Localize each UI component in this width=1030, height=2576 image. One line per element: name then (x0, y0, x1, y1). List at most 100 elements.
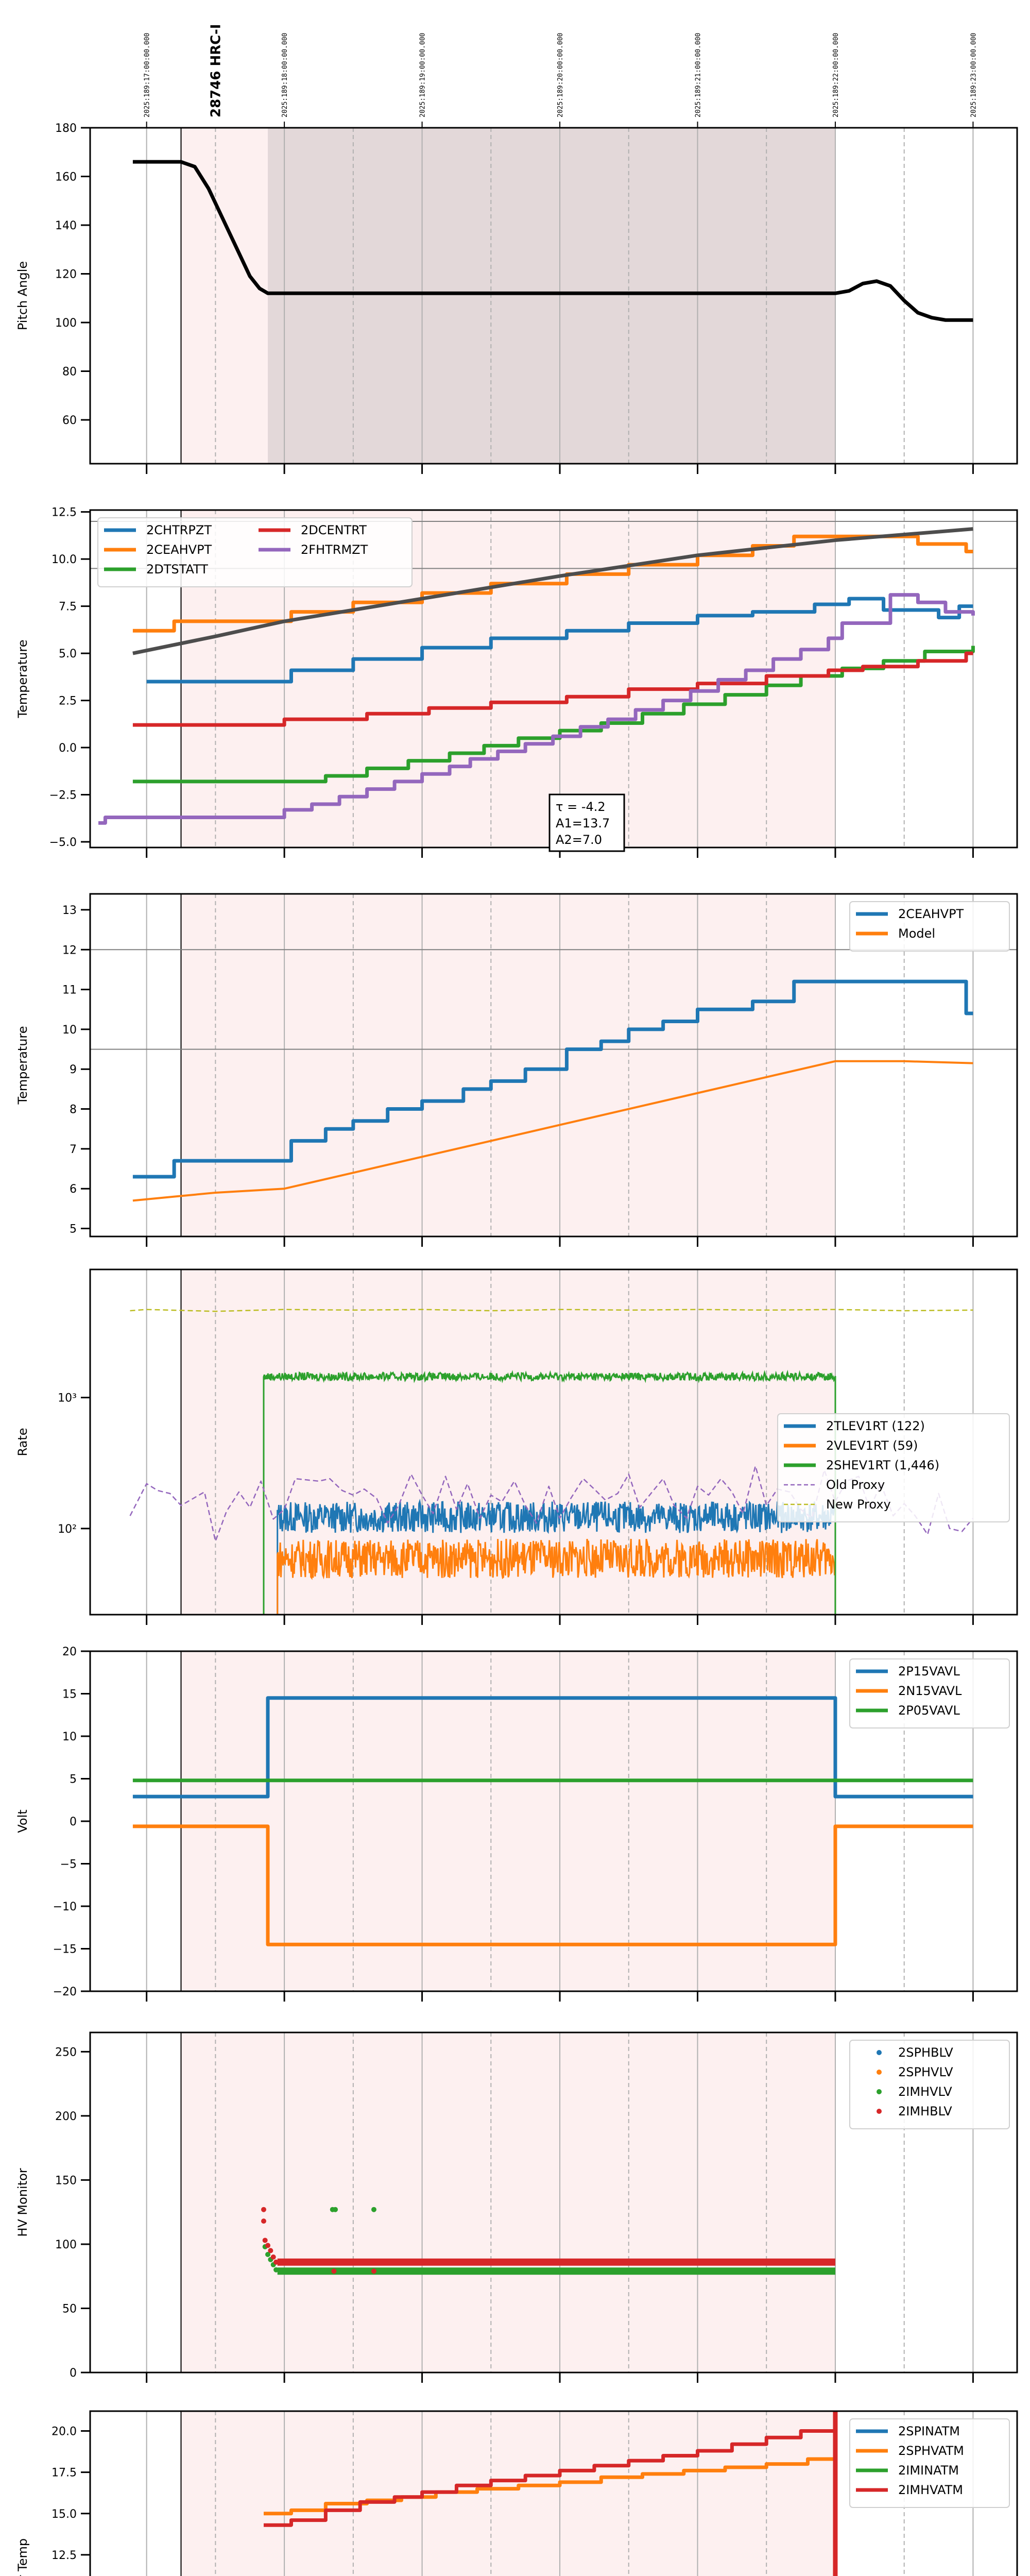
series-2N15VAVL (132, 1824, 973, 1946)
series-2FHTRMZT (98, 593, 975, 825)
series-2P15VAVL (132, 1696, 973, 1799)
panel-volts: −20−15−10−505101520Volt2P15VAVL2N15VAVL2… (15, 1646, 1018, 2002)
plot-area (98, 527, 975, 825)
y-axis-label: Rate (15, 1428, 30, 1456)
legend-entry: 2SHEV1RT (1,446) (826, 1458, 939, 1472)
legend-entry: 2CEAHVPT (898, 907, 964, 921)
series-2CHTRPZT (146, 597, 973, 684)
y-tick-label: 0 (70, 2367, 77, 2380)
y-tick-label: 6 (70, 1183, 77, 1196)
legend-entry: 2P05VAVL (898, 1703, 960, 1718)
top-axis-label: 2025:189:19:00:00.000 (419, 33, 427, 117)
legend-marker (877, 2109, 882, 2114)
plot-area (132, 1696, 973, 1946)
fit-annotation: τ = -4.2 A1=13.7 A2=7.0 (548, 793, 625, 852)
legend-entry: 2SPHVATM (898, 2444, 964, 2458)
legend-entry: 2FHTRMZT (301, 543, 368, 557)
legend-entry: 2TLEV1RT (122) (826, 1419, 925, 1433)
y-tick-label: 17.5 (52, 2467, 77, 2480)
top-axis-label: 2025:189:20:00:00.000 (557, 33, 564, 117)
scatter-point (273, 2267, 279, 2273)
y-tick-label: 5 (70, 1223, 77, 1236)
legend-entry: 2IMHVLV (898, 2084, 952, 2099)
y-tick-label: −2.5 (49, 789, 77, 802)
y-tick-label: 150 (55, 2174, 77, 2187)
series-2TLEV1RT (122) (277, 1498, 836, 1615)
series-2IMHVLV (262, 2207, 835, 2275)
y-tick-label: 12 (62, 944, 77, 957)
legend-entry: 2VLEV1RT (59) (826, 1438, 918, 1453)
y-tick-label: 100 (55, 317, 77, 330)
observation-label: 28746 HRC-I (208, 24, 224, 117)
y-tick-label: 80 (62, 365, 77, 378)
scatter-point (261, 2218, 266, 2224)
legend-box (849, 901, 1010, 952)
series-2SHEV1RT (1,446) (263, 1369, 836, 1615)
y-tick-label: 13 (62, 904, 77, 917)
y-tick-label: 15 (62, 1688, 77, 1701)
scatter-point (265, 2251, 271, 2257)
y-tick-label: −5.0 (49, 836, 77, 849)
y-tick-label: 250 (55, 2046, 77, 2059)
y-tick-label: −5 (60, 1858, 77, 1871)
scatter-point (371, 2207, 376, 2212)
legend: 2TLEV1RT (122) 2VLEV1RT (59) 2SHEV1RT (1,4… (777, 1413, 1010, 1522)
legend-entry: New Proxy (826, 1497, 891, 1512)
series-2DTSTATT (132, 646, 975, 784)
scatter-point (265, 2243, 271, 2248)
legend-entry: 2IMHVATM (898, 2483, 963, 2497)
annotation-line: A2=7.0 (556, 833, 602, 847)
top-axis-label: 2025:189:22:00:00.000 (832, 33, 840, 117)
legend-box (777, 1413, 1010, 1522)
y-tick-label: 0.0 (59, 742, 77, 755)
legend: 2SPINATM 2SPHVATM 2IMINATM 2IMHVATM (849, 2418, 1010, 2508)
annotation-line: A1=13.7 (556, 816, 610, 831)
y-tick-label: 2.5 (59, 695, 77, 708)
y-tick-label: 12.5 (52, 2549, 77, 2562)
y-axis-label: HV Monitor (15, 2168, 30, 2236)
y-tick-label: 10³ (58, 1392, 77, 1405)
y-tick-label: 10 (62, 1731, 77, 1743)
y-tick-label: 180 (55, 122, 77, 135)
legend-box (849, 1658, 1010, 1728)
legend-marker (877, 2050, 882, 2055)
y-tick-label: 12.5 (52, 506, 77, 519)
y-axis-label: Pitch Angle (15, 261, 30, 330)
series-Pitch (132, 160, 973, 322)
y-tick-label: −15 (53, 1943, 77, 1956)
legend: 2CEAHVPT Model (849, 901, 1010, 952)
scatter-point (261, 2207, 266, 2212)
observation-shade (181, 894, 835, 1236)
y-axis-label: Detector Temp (15, 2538, 30, 2576)
observation-shade (181, 2032, 835, 2372)
top-time-axis: 2025:189:17:00:00.000 2025:189:18:00:00.0… (144, 33, 978, 117)
legend-entry: 2SPINATM (898, 2424, 960, 2438)
y-tick-label: 120 (55, 268, 77, 281)
y-tick-label: 0 (70, 1816, 77, 1828)
plot-area (263, 2411, 838, 2576)
axes-frame (89, 893, 1018, 1238)
y-tick-label: 8 (70, 1104, 77, 1116)
axes-frame (89, 2410, 1018, 2576)
y-axis-label: Temperature (15, 1026, 30, 1105)
observation-shade (181, 1651, 835, 1991)
legend-entry: 2SPHVLV (898, 2065, 953, 2079)
top-axis-label: 2025:189:21:00:00.000 (694, 33, 702, 117)
legend: 2SPHBLV 2SPHVLV 2IMHVLV 2IMHBLV (849, 2040, 1010, 2129)
y-axis-label: Temperature (15, 639, 30, 718)
series-2IMHVATM (263, 2421, 837, 2527)
y-tick-label: 200 (55, 2110, 77, 2123)
series-2DCENTRT (132, 651, 973, 727)
eclipse-shade (268, 128, 835, 464)
scatter-point (262, 2238, 268, 2243)
scatter-point (273, 2259, 279, 2265)
y-tick-label: 5 (70, 1773, 77, 1786)
legend-box (849, 2040, 1010, 2129)
series-2CEAHVPT (132, 979, 973, 1179)
legend-entry: 2N15VAVL (898, 1684, 962, 1698)
legend: 2CHTRPZT 2CEAHVPT 2DTSTATT 2DCENTRT 2FHTRMZT (97, 517, 413, 587)
y-tick-label: 20.0 (52, 2425, 77, 2438)
series-New Proxy (130, 1309, 973, 1312)
